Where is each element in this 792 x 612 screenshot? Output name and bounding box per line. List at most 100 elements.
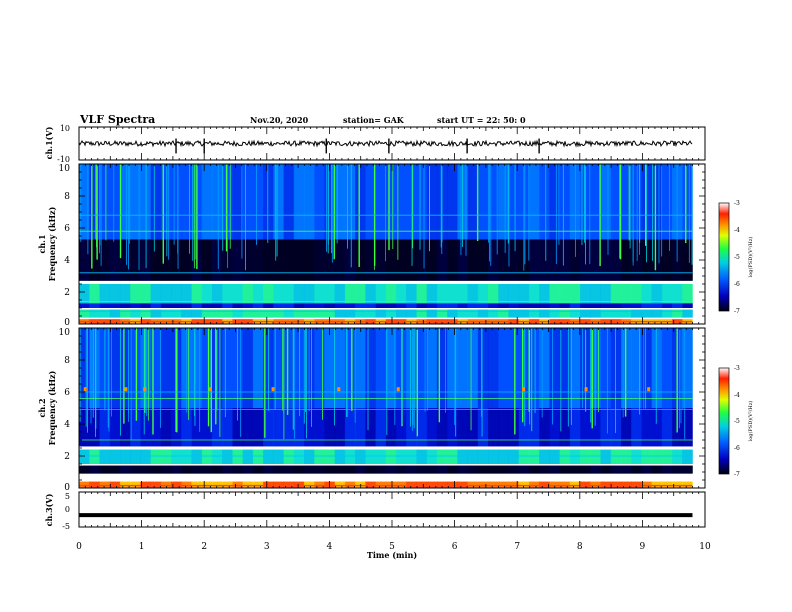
spectrogram-texture [119,164,131,240]
spectrogram-texture [580,309,591,318]
spectrogram-texture [160,309,172,318]
spectrogram-texture [222,465,233,474]
spectrogram-texture [610,239,622,281]
spectrogram-texture [447,284,458,304]
ch2-cb-tick-7: -7 [734,471,740,478]
spectrogram-texture [447,303,458,308]
spectrogram-texture [201,449,213,464]
spectrogram-texture [273,284,284,304]
spectrogram-texture [682,449,693,464]
spectrogram-texture [477,239,489,281]
spectrogram-texture [477,328,489,408]
spectrogram-texture [672,481,683,488]
spectrogram-texture [293,408,305,447]
spectrogram-texture [651,481,663,488]
ch1-ytick-bottom: -10 [57,155,70,164]
spectrogram-texture [191,284,203,304]
spectrogram-texture [590,284,601,304]
x-tick-0: 0 [76,542,82,552]
marker-5 [337,387,341,392]
spectrogram-texture [181,465,192,474]
spectrogram-texture [191,449,203,464]
spectrogram-texture [283,408,295,447]
spectrogram-texture [580,481,591,488]
spectrogram-texture [242,328,254,408]
spectrogram-texture [416,303,428,308]
spectrogram-texture [191,408,203,447]
spectrogram-texture [293,164,305,240]
spectrogram-texture [191,481,203,488]
spectrogram-texture [222,309,233,318]
spectrogram-texture [140,449,152,464]
spectrogram-texture [283,164,295,240]
spectrogram-texture [385,465,397,474]
spectrogram-texture [559,309,571,318]
spectrogram-texture [651,239,663,281]
spectrogram-texture [610,303,622,308]
spectrogram-texture [641,309,653,318]
spectrogram-texture [477,449,489,464]
ch1-voltage-ylabel: ch.1(V) [44,126,54,159]
spectrogram-texture [314,164,325,240]
spectrogram-texture [303,449,315,464]
spectrogram-texture [130,408,141,447]
spectrogram-texture [508,328,520,408]
spectrogram-texture [508,465,520,474]
spectrogram-texture [283,465,295,474]
spectrogram-texture [631,239,642,281]
spectrogram-texture [334,465,346,474]
spectrogram-texture [293,284,305,304]
spectrogram-texture [263,164,274,240]
spectrogram-texture [355,465,366,474]
spectrogram-texture [436,408,448,447]
spectrogram-texture [109,481,121,488]
x-tick-3: 3 [264,542,270,552]
spectrogram-texture [610,465,622,474]
spectrogram-texture [661,309,673,318]
spectrogram-texture [395,465,407,474]
spectrogram-texture [334,309,346,318]
spectrogram-texture [436,303,448,308]
spectrogram-texture [273,408,284,447]
spectrogram-texture [201,465,213,474]
spectrogram-texture [477,303,489,308]
spectrogram-texture [211,303,223,308]
ch2-cb-tick-6: -6 [734,445,740,452]
ch2-ytick-4: 4 [64,420,70,430]
spectrogram-texture [222,284,233,304]
spectrogram-texture [528,309,540,318]
spectrogram-texture [508,309,520,318]
spectrogram-texture [79,164,90,240]
spectrogram-texture [406,449,417,464]
spectrogram-texture [508,303,520,308]
spectrogram-texture [303,164,315,240]
spectrogram-texture [416,309,428,318]
spectrogram-texture [539,408,550,447]
spectrogram-texture [344,164,356,240]
spectrogram-texture [600,303,612,308]
spectrogram-texture [569,309,581,318]
spectrogram-texture [334,239,346,281]
spectrogram-texture [242,164,254,240]
spectrogram-texture [406,328,417,408]
spectrogram-texture [467,284,479,304]
ch3-voltage-ylabel: ch.3(V) [44,493,54,526]
spectrogram-texture [365,328,377,408]
marker-6 [396,387,400,392]
spectrogram-texture [355,328,366,408]
spectrogram-texture [375,449,387,464]
spectrogram-texture [549,309,561,318]
ch1-voltage-panel: 10 -10 ch.1(V) [44,124,706,164]
spectrogram-texture [569,303,581,308]
spectrogram-texture [365,164,377,240]
spectrogram-texture [498,465,509,474]
ch1-spectrogram-panel: 0 2 4 6 8 10 ch.1 Frequency (kHz) [37,163,706,328]
spectrogram-texture [303,303,315,308]
spectrogram-texture [672,303,683,308]
spectrogram-texture [344,284,356,304]
spectrogram-texture [569,481,581,488]
spectrogram-texture [518,284,530,304]
ch2-spectrogram [78,328,705,488]
x-tick-8: 8 [577,542,583,552]
spectrogram-texture [375,303,387,308]
